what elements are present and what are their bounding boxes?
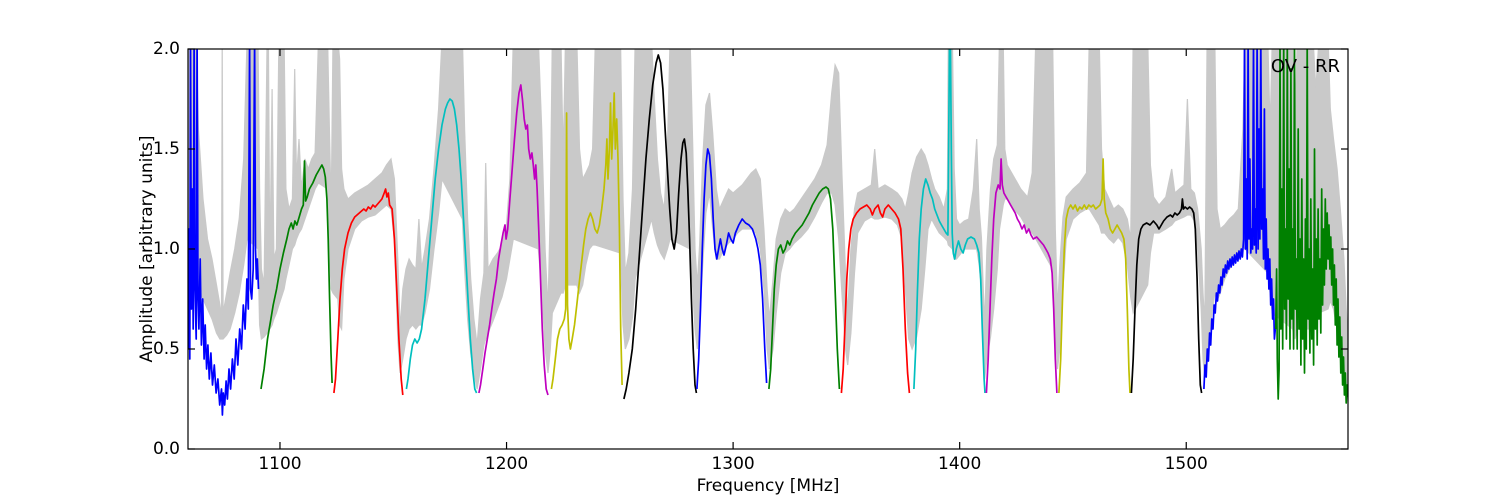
corner-annotation: OV - RR	[1270, 56, 1340, 77]
subband-15-trace	[1203, 49, 1277, 390]
x-tick-label: 1200	[484, 454, 529, 474]
subband-06-trace	[550, 92, 623, 390]
y-tick-label: 1.0	[152, 239, 180, 259]
x-axis-label: Frequency [MHz]	[696, 476, 840, 496]
y-tick-label: 0.0	[152, 439, 180, 459]
subband-04-trace	[405, 98, 478, 394]
subband-09-trace	[768, 186, 841, 390]
subband-08-trace	[696, 148, 768, 390]
subband-10-trace	[840, 204, 911, 394]
x-tick-label: 1400	[938, 454, 982, 474]
subband-11-trace	[913, 49, 986, 394]
subband-02-trace	[260, 160, 333, 390]
y-tick-label: 2.0	[152, 39, 180, 59]
subband-05-trace	[478, 84, 549, 396]
subband-03-trace	[333, 188, 404, 396]
subband-12-trace	[985, 158, 1058, 394]
y-tick-label: 0.5	[152, 339, 180, 359]
y-tick-label: 1.5	[152, 139, 180, 159]
background-spectrum-trace	[188, 49, 1348, 400]
subband-01-trace	[188, 49, 260, 416]
subband-14-trace	[1130, 198, 1203, 394]
x-tick-label: 1300	[711, 454, 755, 474]
subband-07-trace	[623, 54, 698, 400]
subband-13-trace	[1058, 158, 1131, 394]
subband-16-trace	[1274, 49, 1348, 404]
x-tick-label: 1100	[258, 454, 302, 474]
plot-frame	[187, 48, 1349, 450]
x-tick-label: 1500	[1164, 454, 1208, 474]
